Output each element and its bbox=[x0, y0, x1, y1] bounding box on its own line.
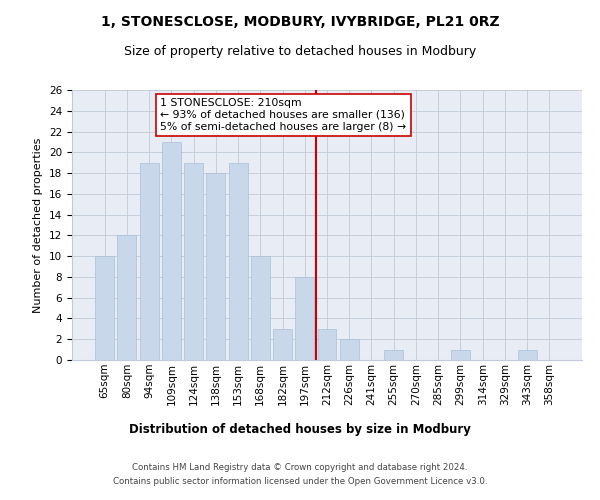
Bar bbox=[451, 350, 470, 360]
Text: Distribution of detached houses by size in Modbury: Distribution of detached houses by size … bbox=[129, 422, 471, 436]
Bar bbox=[518, 350, 536, 360]
Bar bbox=[384, 350, 403, 360]
Bar bbox=[162, 142, 181, 360]
Bar bbox=[118, 236, 136, 360]
Text: Contains HM Land Registry data © Crown copyright and database right 2024.: Contains HM Land Registry data © Crown c… bbox=[132, 462, 468, 471]
Bar bbox=[295, 277, 314, 360]
Bar bbox=[340, 339, 359, 360]
Bar bbox=[184, 162, 203, 360]
Bar bbox=[251, 256, 270, 360]
Text: 1 STONESCLOSE: 210sqm
← 93% of detached houses are smaller (136)
5% of semi-deta: 1 STONESCLOSE: 210sqm ← 93% of detached … bbox=[160, 98, 406, 132]
Text: Contains public sector information licensed under the Open Government Licence v3: Contains public sector information licen… bbox=[113, 478, 487, 486]
Bar bbox=[317, 329, 337, 360]
Bar bbox=[140, 162, 158, 360]
Text: Size of property relative to detached houses in Modbury: Size of property relative to detached ho… bbox=[124, 45, 476, 58]
Bar bbox=[273, 329, 292, 360]
Bar bbox=[229, 162, 248, 360]
Bar bbox=[206, 173, 225, 360]
Bar bbox=[95, 256, 114, 360]
Y-axis label: Number of detached properties: Number of detached properties bbox=[34, 138, 43, 312]
Text: 1, STONESCLOSE, MODBURY, IVYBRIDGE, PL21 0RZ: 1, STONESCLOSE, MODBURY, IVYBRIDGE, PL21… bbox=[101, 15, 499, 29]
